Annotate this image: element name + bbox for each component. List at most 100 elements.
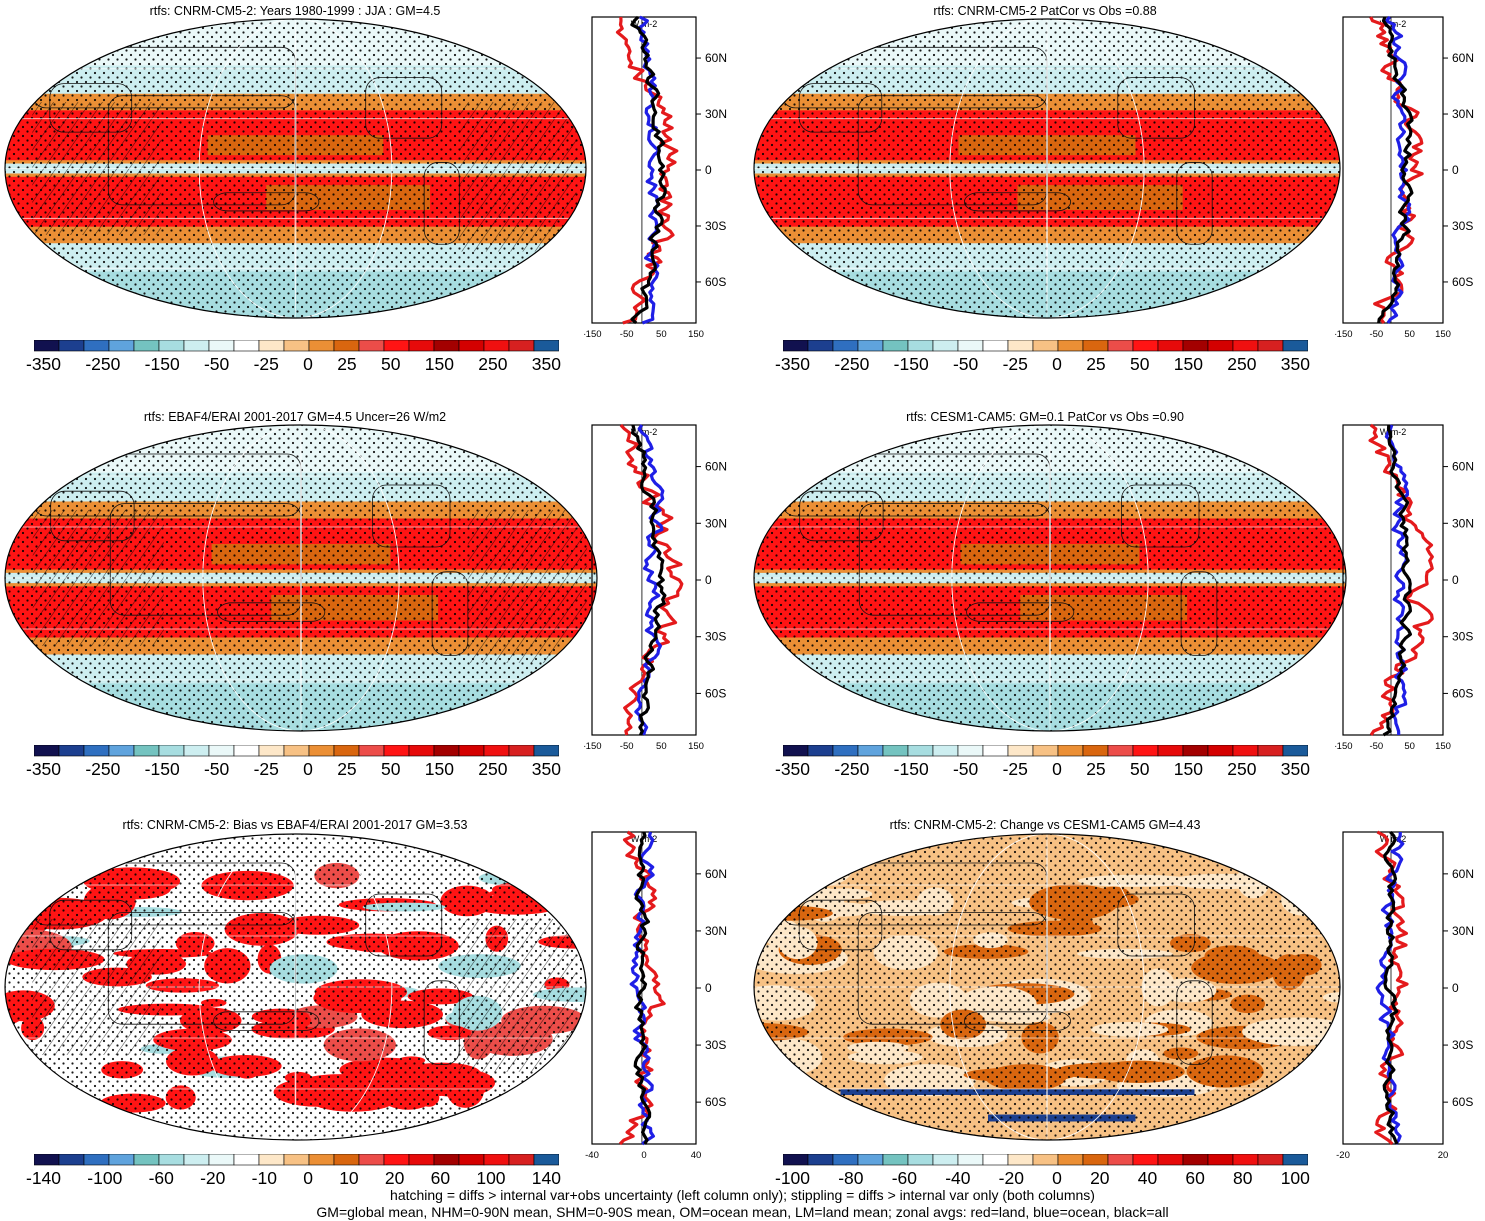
colorbar-swatch xyxy=(58,745,85,757)
colorbar-swatch xyxy=(1057,1154,1084,1166)
colorbar-tick-label: -25 xyxy=(1002,759,1028,779)
colorbar-swatch xyxy=(857,745,884,757)
latitude-tick-label: 30S xyxy=(705,1038,726,1052)
colorbar-tick-label: 0 xyxy=(1052,759,1062,779)
colorbar-swatch xyxy=(83,1154,110,1166)
latitude-tick-label: 0 xyxy=(705,981,712,995)
colorbar-swatch xyxy=(508,340,535,352)
zonal-x-tick-label: 50 xyxy=(656,329,667,340)
colorbar-swatch xyxy=(83,340,110,352)
colorbar-swatch xyxy=(358,1154,385,1166)
colorbar-swatch xyxy=(333,745,360,757)
colorbar-swatch xyxy=(383,1154,410,1166)
colorbar-tick-label: 60 xyxy=(430,1168,451,1188)
colorbar-swatch xyxy=(832,1154,859,1166)
colorbar-tick-label: 150 xyxy=(1173,759,1203,779)
zonal-x-tick-label: -50 xyxy=(620,329,634,340)
colorbar-swatch xyxy=(807,1154,834,1166)
colorbar-swatch xyxy=(1157,1154,1184,1166)
colorbar-swatch xyxy=(932,1154,959,1166)
latitude-tick-label: 30N xyxy=(705,516,727,530)
colorbar-swatch xyxy=(408,745,435,757)
colorbar-swatch xyxy=(133,745,160,757)
colorbar-tick-label: 80 xyxy=(1233,1168,1253,1188)
colorbar-swatch xyxy=(108,1154,135,1166)
colorbar-tick-label: -50 xyxy=(952,354,979,374)
latitude-tick-label: 30N xyxy=(1452,516,1474,530)
latitude-tick-label: 60N xyxy=(705,460,727,474)
colorbar-swatch xyxy=(283,1154,310,1166)
colorbar-tick-label: 250 xyxy=(478,759,508,779)
zonal-x-tick-label: 50 xyxy=(656,741,667,752)
world-map xyxy=(753,833,1341,1141)
colorbar-tick-label: -150 xyxy=(893,354,929,374)
colorbar-swatch xyxy=(932,745,959,757)
colorbar-swatch xyxy=(1232,745,1259,757)
world-map xyxy=(753,18,1341,319)
zonal-x-tick-label: -50 xyxy=(1369,741,1383,752)
colorbar-tick-label: 350 xyxy=(1280,354,1310,374)
colorbar-swatch xyxy=(1082,1154,1109,1166)
colorbar-tick-label: -50 xyxy=(203,759,230,779)
zonal-x-tick-label: -40 xyxy=(585,1150,599,1161)
colorbar-swatch xyxy=(158,340,185,352)
zonal-series-line xyxy=(630,424,667,736)
footer-note-line1: hatching = diffs > internal var+obs unce… xyxy=(390,1187,1095,1203)
colorbar xyxy=(34,745,559,757)
zonal-unit-label: W m-2 xyxy=(1380,427,1407,437)
colorbar-swatch xyxy=(1257,340,1284,352)
colorbar-swatch xyxy=(1182,745,1209,757)
colorbar-swatch xyxy=(183,1154,210,1166)
colorbar-swatch xyxy=(408,340,435,352)
colorbar-tick-label: 20 xyxy=(1090,1168,1110,1188)
colorbar-swatch xyxy=(358,745,385,757)
colorbar-swatch xyxy=(832,745,859,757)
colorbar-tick-label: 25 xyxy=(337,759,357,779)
latitude-tick-label: 60N xyxy=(1452,460,1474,474)
colorbar-swatch xyxy=(208,745,235,757)
colorbar-tick-label: -350 xyxy=(26,354,62,374)
colorbar-swatch xyxy=(433,1154,460,1166)
colorbar-tick-label: -350 xyxy=(775,759,811,779)
latitude-tick-label: 60S xyxy=(1452,686,1473,700)
colorbar xyxy=(34,340,559,352)
colorbar-swatch xyxy=(783,745,809,757)
colorbar-labels: -350 -250 -150 -50 -25 0 25 50 150 250 350 xyxy=(26,759,561,780)
colorbar-swatch xyxy=(1007,340,1034,352)
colorbar-swatch xyxy=(957,1154,984,1166)
colorbar-swatch xyxy=(907,340,934,352)
zonal-series-line xyxy=(1382,424,1412,737)
world-map xyxy=(753,424,1347,732)
colorbar-tick-label: -350 xyxy=(26,759,62,779)
colorbar-swatch xyxy=(208,340,235,352)
colorbar-swatch xyxy=(458,1154,485,1166)
colorbar-tick-label: -25 xyxy=(253,759,279,779)
colorbar-tick-label: -100 xyxy=(775,1168,811,1188)
latitude-tick-label: 0 xyxy=(705,163,712,177)
colorbar-swatch xyxy=(283,340,310,352)
colorbar-tick-label: -150 xyxy=(144,759,180,779)
zonal-series-line xyxy=(1382,830,1399,1145)
colorbar-swatch xyxy=(1032,745,1059,757)
panel-title: rtfs: CNRM-CM5-2: Change vs CESM1-CAM5 G… xyxy=(889,818,1201,832)
zonal-series-line xyxy=(1384,15,1412,324)
colorbar-swatch xyxy=(907,745,934,757)
latitude-tick-label: 0 xyxy=(1452,981,1459,995)
colorbar-swatch xyxy=(308,340,335,352)
colorbar-swatch xyxy=(1182,1154,1209,1166)
colorbar-swatch xyxy=(1107,340,1134,352)
colorbar-tick-label: -50 xyxy=(203,354,230,374)
colorbar-swatch xyxy=(1107,1154,1134,1166)
zonal-series-line xyxy=(1374,830,1409,1146)
colorbar-tick-label: -25 xyxy=(1002,354,1028,374)
colorbar-swatch xyxy=(982,1154,1009,1166)
zonal-x-tick-label: -50 xyxy=(620,741,634,752)
colorbar-tick-label: 50 xyxy=(380,759,401,779)
zonal-average-plot: W m-2 60N 30N 0 30S 60S -150 -50 50 150 xyxy=(584,423,727,752)
latitude-tick-label: 60S xyxy=(705,275,726,289)
colorbar-swatch xyxy=(533,745,559,757)
latitude-tick-label: 30N xyxy=(1452,924,1474,938)
latitude-tick-label: 60N xyxy=(1452,867,1474,881)
latitude-tick-label: 30N xyxy=(1452,107,1474,121)
colorbar-swatch xyxy=(158,745,185,757)
